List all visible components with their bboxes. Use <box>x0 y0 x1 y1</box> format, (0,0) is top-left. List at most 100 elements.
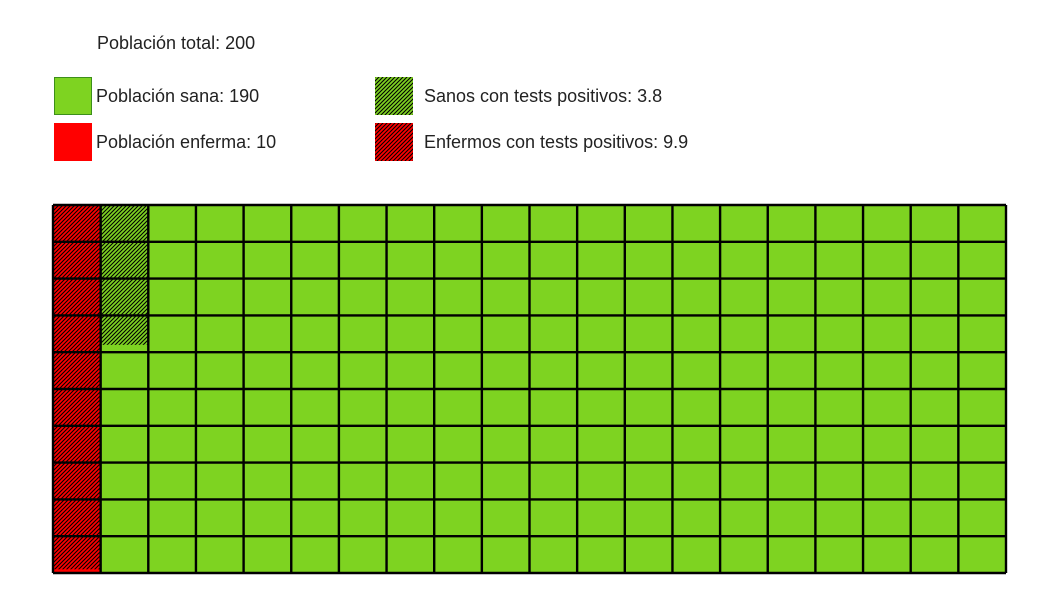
healthy-cell <box>910 241 959 279</box>
sick-label: Población enferma: 10 <box>96 131 277 152</box>
healthy-cell <box>243 241 292 279</box>
healthy-cell <box>624 462 673 500</box>
healthy-cell <box>720 352 768 389</box>
healthy-cell <box>958 536 1006 573</box>
healthy-cell <box>529 205 578 242</box>
healthy-cell <box>100 389 149 426</box>
healthy-cell <box>243 425 292 463</box>
healthy-cell <box>577 462 625 500</box>
healthy-cell <box>100 462 149 500</box>
healthy-cell <box>958 278 1006 316</box>
healthy-cell <box>481 462 530 500</box>
healthy-cell <box>577 536 625 573</box>
healthy-cell <box>148 315 196 353</box>
healthy-cell <box>767 315 816 353</box>
healthy-cell <box>720 462 768 500</box>
healthy-cell <box>148 425 196 463</box>
healthy-cell <box>529 536 578 573</box>
healthy-cell <box>720 536 768 573</box>
healthy-cell <box>148 389 196 426</box>
healthy-swatch <box>54 77 92 115</box>
healthy-cell <box>910 352 959 389</box>
healthy-cell <box>434 278 482 316</box>
healthy-cell <box>338 278 387 316</box>
healthy-cell <box>720 389 768 426</box>
healthy-cell <box>863 425 911 463</box>
healthy-cell <box>720 315 768 353</box>
healthy-cell <box>481 425 530 463</box>
healthy-cell <box>338 462 387 500</box>
healthy-cell <box>481 241 530 279</box>
healthy-cell <box>291 536 339 573</box>
healthy-cell <box>767 352 816 389</box>
healthy-cell <box>577 499 625 537</box>
healthy-cell <box>148 241 196 279</box>
healthy-cell <box>100 499 149 537</box>
healthy-cell <box>386 389 435 426</box>
true-positive-overlay <box>53 204 101 570</box>
healthy-cell <box>243 352 292 389</box>
healthy-cell <box>863 536 911 573</box>
healthy-cell <box>863 278 911 316</box>
healthy-cell <box>291 278 339 316</box>
healthy-cell <box>910 205 959 242</box>
healthy-cell <box>243 499 292 537</box>
healthy-cell <box>767 536 816 573</box>
healthy-cell <box>291 499 339 537</box>
healthy-cell <box>195 205 244 242</box>
true-positive-label: Enfermos con tests positivos: 9.9 <box>424 131 689 152</box>
healthy-cell <box>386 315 435 353</box>
healthy-cell <box>720 425 768 463</box>
healthy-cell <box>624 315 673 353</box>
healthy-cell <box>672 499 721 537</box>
healthy-cell <box>624 425 673 463</box>
healthy-cell <box>338 315 387 353</box>
healthy-cell <box>815 462 864 500</box>
healthy-cell <box>958 389 1006 426</box>
healthy-cell <box>434 536 482 573</box>
healthy-cell <box>434 241 482 279</box>
legend-false-positive: Sanos con tests positivos: 3.8 <box>375 77 662 115</box>
healthy-cell <box>815 389 864 426</box>
healthy-cell <box>815 425 864 463</box>
healthy-cell <box>577 241 625 279</box>
healthy-cell <box>672 352 721 389</box>
healthy-cell <box>481 536 530 573</box>
healthy-cell <box>338 536 387 573</box>
healthy-cell <box>672 389 721 426</box>
healthy-cell <box>386 278 435 316</box>
healthy-cell <box>672 425 721 463</box>
healthy-cell <box>720 278 768 316</box>
healthy-cell <box>672 278 721 316</box>
healthy-cell <box>243 205 292 242</box>
healthy-cell <box>434 425 482 463</box>
legend-true-positive: Enfermos con tests positivos: 9.9 <box>375 123 688 161</box>
healthy-cell <box>815 205 864 242</box>
healthy-cell <box>529 352 578 389</box>
healthy-cell <box>291 462 339 500</box>
healthy-cell <box>195 389 244 426</box>
healthy-cell <box>386 352 435 389</box>
healthy-cell <box>243 389 292 426</box>
healthy-cell <box>386 536 435 573</box>
healthy-cell <box>529 241 578 279</box>
healthy-label: Población sana: 190 <box>96 85 260 106</box>
healthy-cell <box>529 462 578 500</box>
healthy-cell <box>243 278 292 316</box>
false-positive-label: Sanos con tests positivos: 3.8 <box>424 85 663 106</box>
healthy-cell <box>958 241 1006 279</box>
healthy-cell <box>863 499 911 537</box>
healthy-cell <box>815 315 864 353</box>
healthy-cell <box>672 462 721 500</box>
healthy-cell <box>481 278 530 316</box>
healthy-cell <box>195 352 244 389</box>
healthy-cell <box>910 536 959 573</box>
healthy-cell <box>863 462 911 500</box>
healthy-cell <box>529 315 578 353</box>
healthy-cell <box>386 241 435 279</box>
healthy-cell <box>338 241 387 279</box>
healthy-cell <box>434 352 482 389</box>
healthy-cell <box>148 352 196 389</box>
healthy-cell <box>338 352 387 389</box>
healthy-cell <box>767 278 816 316</box>
